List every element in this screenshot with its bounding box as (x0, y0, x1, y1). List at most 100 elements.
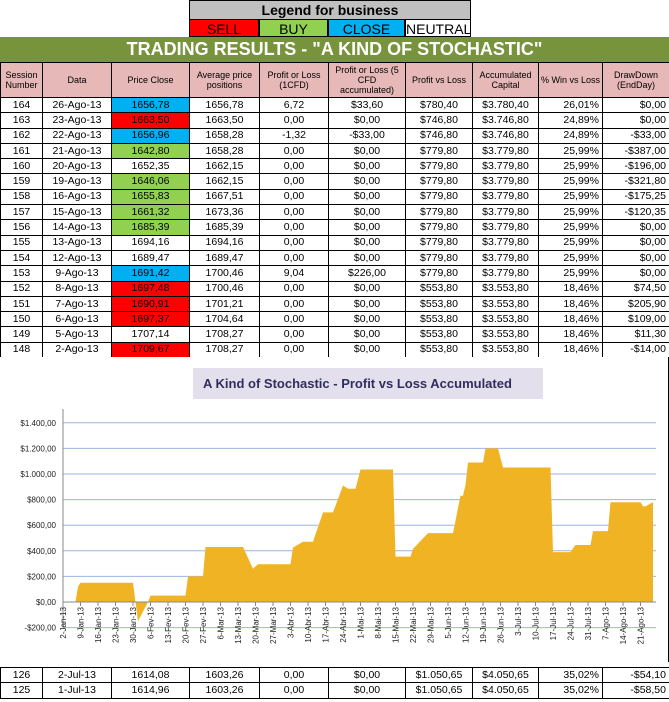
cell[interactable]: 1689,47 (189, 249, 260, 267)
price-close-cell[interactable]: 1691,42 (111, 265, 190, 282)
cell[interactable]: 21-Ago-13 (42, 142, 112, 160)
cell[interactable]: -$175,25 (602, 188, 669, 206)
cell[interactable]: 1656,78 (189, 96, 260, 114)
cell[interactable]: 18,46% (538, 295, 603, 313)
cell[interactable]: 0,00 (259, 142, 329, 160)
cell[interactable]: 155 (0, 234, 43, 251)
cell[interactable]: 25,99% (538, 265, 603, 282)
cell[interactable]: 0,00 (259, 280, 329, 297)
cell[interactable]: -$33,00 (602, 127, 669, 144)
cell[interactable]: $746,80 (405, 112, 473, 129)
cell[interactable]: 9,04 (259, 265, 329, 282)
cell[interactable]: 2-Jul-13 (42, 666, 112, 684)
cell[interactable]: 16-Ago-13 (42, 188, 112, 206)
price-close-cell[interactable]: 1685,39 (111, 219, 190, 236)
cell[interactable]: -$54,10 (602, 666, 669, 684)
cell[interactable]: 149 (0, 326, 43, 343)
cell[interactable]: $0,00 (328, 295, 406, 313)
cell[interactable]: 148 (0, 341, 43, 359)
cell[interactable]: $3.553,80 (472, 295, 539, 313)
cell[interactable]: $109,00 (602, 311, 669, 328)
cell[interactable]: $0,00 (328, 280, 406, 297)
cell[interactable]: 125 (0, 682, 43, 699)
cell[interactable]: 14-Ago-13 (42, 219, 112, 236)
cell[interactable]: 1-Jul-13 (42, 682, 112, 699)
cell[interactable]: -$321,80 (602, 173, 669, 190)
cell[interactable]: $0,00 (328, 142, 406, 160)
cell[interactable]: 163 (0, 112, 43, 129)
cell[interactable]: $3.779,80 (472, 142, 539, 160)
cell[interactable]: 18,46% (538, 280, 603, 297)
cell[interactable]: 0,00 (259, 666, 329, 684)
cell[interactable]: 9-Ago-13 (42, 265, 112, 282)
cell[interactable]: 2-Ago-13 (42, 341, 112, 359)
cell[interactable]: $0,00 (328, 311, 406, 328)
cell[interactable]: $553,80 (405, 311, 473, 328)
cell[interactable]: 25,99% (538, 219, 603, 236)
price-close-cell[interactable]: 1614,08 (111, 666, 190, 684)
cell[interactable]: $779,80 (405, 142, 473, 160)
cell[interactable]: $0,00 (328, 326, 406, 343)
price-close-cell[interactable]: 1642,80 (111, 142, 190, 160)
cell[interactable]: 6,72 (259, 96, 329, 114)
cell[interactable]: 1663,50 (189, 112, 260, 129)
cell[interactable]: $0,00 (328, 188, 406, 206)
cell[interactable]: 0,00 (259, 158, 329, 175)
cell[interactable]: 0,00 (259, 341, 329, 359)
price-close-cell[interactable]: 1697,48 (111, 280, 190, 297)
cell[interactable]: 1694,16 (189, 234, 260, 251)
cell[interactable]: 1708,27 (189, 326, 260, 343)
cell[interactable]: $3.780,40 (472, 96, 539, 114)
cell[interactable]: $0,00 (328, 204, 406, 221)
cell[interactable]: 35,02% (538, 666, 603, 684)
cell[interactable]: 25,99% (538, 188, 603, 206)
cell[interactable]: 25,99% (538, 142, 603, 160)
price-close-cell[interactable]: 1707,14 (111, 326, 190, 343)
cell[interactable]: -$120,35 (602, 204, 669, 221)
cell[interactable]: $0,00 (602, 249, 669, 267)
cell[interactable]: $3.553,80 (472, 280, 539, 297)
cell[interactable]: 24,89% (538, 127, 603, 144)
cell[interactable]: 24,89% (538, 112, 603, 129)
cell[interactable]: $3.779,80 (472, 188, 539, 206)
cell[interactable]: $779,80 (405, 265, 473, 282)
cell[interactable]: 0,00 (259, 249, 329, 267)
cell[interactable]: 1673,36 (189, 204, 260, 221)
cell[interactable]: $1.050,65 (405, 682, 473, 699)
cell[interactable]: 25,99% (538, 158, 603, 175)
cell[interactable]: $746,80 (405, 127, 473, 144)
price-close-cell[interactable]: 1656,96 (111, 127, 190, 144)
cell[interactable]: $3.779,80 (472, 234, 539, 251)
cell[interactable]: $779,80 (405, 234, 473, 251)
cell[interactable]: 1700,46 (189, 265, 260, 282)
cell[interactable]: $3.553,80 (472, 311, 539, 328)
cell[interactable]: $1.050,65 (405, 666, 473, 684)
cell[interactable]: $0,00 (328, 158, 406, 175)
cell[interactable]: $553,80 (405, 326, 473, 343)
cell[interactable]: -$387,00 (602, 142, 669, 160)
cell[interactable]: 1603,26 (189, 682, 260, 699)
cell[interactable]: 0,00 (259, 326, 329, 343)
cell[interactable]: $11,30 (602, 326, 669, 343)
cell[interactable]: 1662,15 (189, 158, 260, 175)
cell[interactable]: 18,46% (538, 341, 603, 359)
cell[interactable]: 150 (0, 311, 43, 328)
cell[interactable]: $0,00 (328, 173, 406, 190)
price-close-cell[interactable]: 1614,96 (111, 682, 190, 699)
cell[interactable]: 25,99% (538, 204, 603, 221)
cell[interactable]: 0,00 (259, 219, 329, 236)
cell[interactable]: 0,00 (259, 234, 329, 251)
cell[interactable]: $0,00 (602, 234, 669, 251)
cell[interactable]: 15-Ago-13 (42, 204, 112, 221)
cell[interactable]: 13-Ago-13 (42, 234, 112, 251)
cell[interactable]: $779,80 (405, 188, 473, 206)
cell[interactable]: $779,80 (405, 204, 473, 221)
cell[interactable]: $3.779,80 (472, 219, 539, 236)
cell[interactable]: 26-Ago-13 (42, 96, 112, 114)
cell[interactable]: 12-Ago-13 (42, 249, 112, 267)
cell[interactable]: $0,00 (328, 682, 406, 699)
cell[interactable]: $553,80 (405, 280, 473, 297)
cell[interactable]: 161 (0, 142, 43, 160)
cell[interactable]: 35,02% (538, 682, 603, 699)
price-close-cell[interactable]: 1652,35 (111, 158, 190, 175)
